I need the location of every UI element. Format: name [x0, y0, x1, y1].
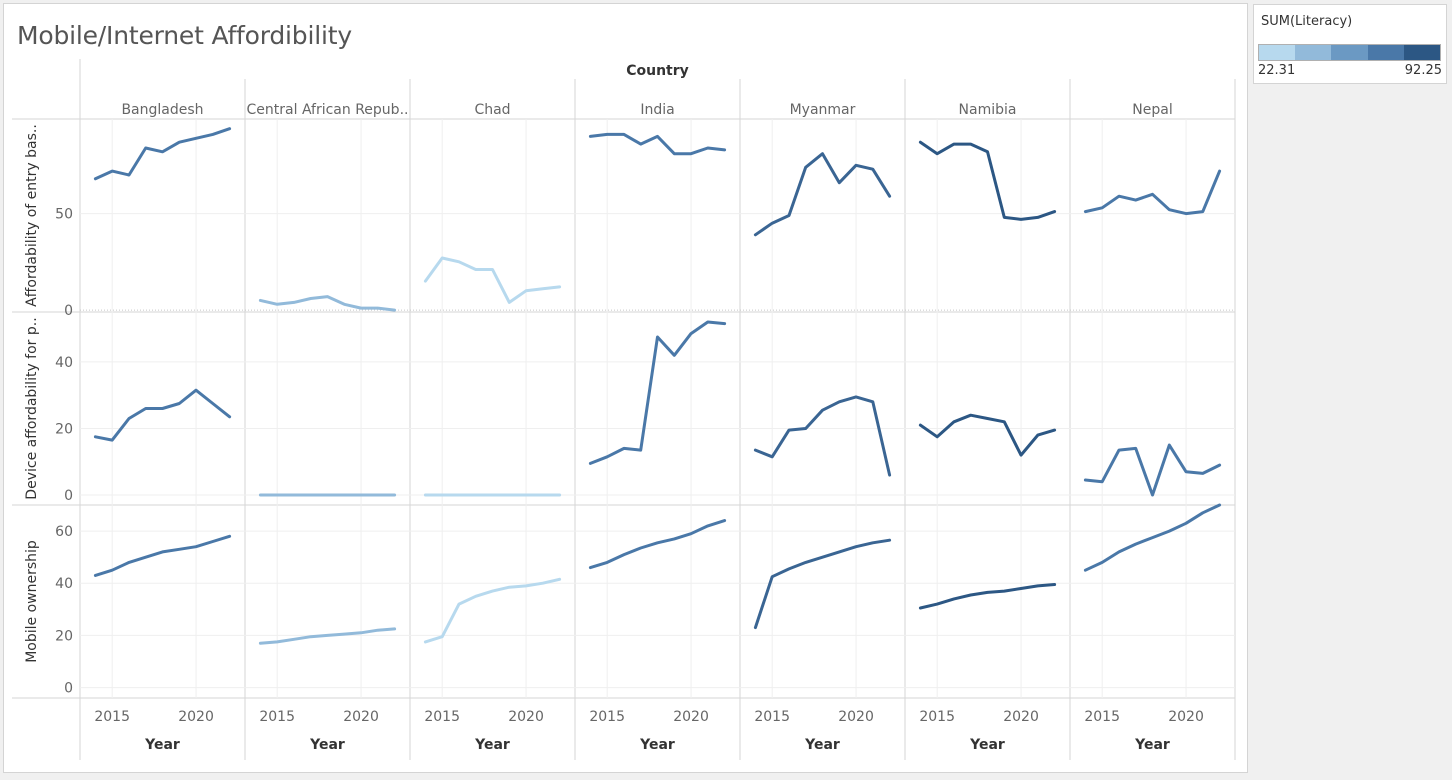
y-tick-label: 20 — [55, 628, 73, 644]
y-tick-label: 20 — [55, 421, 73, 437]
series-line-nepal — [1083, 503, 1222, 572]
series-line-myanmar — [753, 538, 892, 630]
x-tick-label: 2020 — [673, 709, 709, 725]
legend-ramp-step — [1367, 45, 1404, 60]
x-tick-label: 2015 — [424, 709, 460, 725]
x-tick-label: 2015 — [259, 709, 295, 725]
series-line-india — [588, 519, 727, 570]
series-line-central-african-republic — [258, 627, 397, 645]
series-line-myanmar — [753, 152, 892, 237]
legend-ramp-step — [1331, 45, 1368, 60]
x-tick-label: 2015 — [94, 709, 130, 725]
column-header-title: Country — [626, 63, 689, 79]
country-header-label: Nepal — [1132, 102, 1172, 118]
series-line-namibia — [918, 140, 1057, 221]
legend-min-label: 22.31 — [1258, 63, 1296, 78]
country-header-label: Bangladesh — [121, 102, 203, 118]
series-line-bangladesh — [93, 388, 232, 442]
legend-max-label: 92.25 — [1404, 63, 1442, 78]
series-line-india — [588, 320, 727, 465]
series-line-india — [588, 132, 727, 156]
series-line-nepal — [1083, 169, 1222, 216]
series-line-bangladesh — [93, 127, 232, 181]
page-title: Mobile/Internet Affordibility — [17, 21, 352, 50]
country-header-label: Central African Repub.. — [247, 102, 409, 118]
series-line-chad — [423, 256, 562, 304]
x-tick-label: 2020 — [508, 709, 544, 725]
x-axis-title: Year — [144, 737, 180, 753]
color-legend: SUM(Literacy) 22.31 92.25 — [1253, 4, 1447, 84]
x-tick-label: 2015 — [754, 709, 790, 725]
x-axis-title: Year — [474, 737, 510, 753]
row-measure-label: Mobile ownership — [24, 540, 40, 663]
country-header-label: India — [640, 102, 674, 118]
y-tick-label: 40 — [55, 355, 73, 371]
y-tick-label: 0 — [64, 303, 73, 319]
dashboard-panel: Mobile/Internet Affordibility — [3, 3, 1248, 773]
series-line-chad — [423, 577, 562, 644]
legend-ramp-step — [1295, 45, 1332, 60]
legend-color-ramp — [1258, 44, 1441, 61]
row-measure-label: Device affordability for p.. — [24, 317, 40, 499]
y-tick-label: 60 — [55, 524, 73, 540]
x-tick-label: 2015 — [919, 709, 955, 725]
x-tick-label: 2020 — [343, 709, 379, 725]
x-tick-label: 2020 — [1168, 709, 1204, 725]
x-axis-title: Year — [1134, 737, 1170, 753]
x-tick-label: 2020 — [1003, 709, 1039, 725]
x-tick-label: 2020 — [838, 709, 874, 725]
series-line-central-african-republic — [258, 295, 397, 312]
series-line-nepal — [1083, 443, 1222, 497]
y-tick-label: 40 — [55, 576, 73, 592]
legend-ramp-step — [1403, 45, 1441, 60]
y-tick-label: 0 — [64, 488, 73, 504]
x-tick-label: 2020 — [178, 709, 214, 725]
x-axis-title: Year — [804, 737, 840, 753]
series-line-namibia — [918, 413, 1057, 457]
legend-ramp-step — [1259, 45, 1296, 60]
country-header-label: Chad — [474, 102, 510, 118]
series-line-myanmar — [753, 395, 892, 477]
x-axis-title: Year — [969, 737, 1005, 753]
series-line-bangladesh — [93, 534, 232, 577]
row-measure-label: Affordability of entry bas.. — [24, 124, 40, 307]
legend-title: SUM(Literacy) — [1261, 14, 1353, 29]
series-line-namibia — [918, 583, 1057, 610]
x-axis-title: Year — [639, 737, 675, 753]
x-tick-label: 2015 — [1084, 709, 1120, 725]
y-tick-label: 0 — [64, 681, 73, 697]
x-tick-label: 2015 — [589, 709, 625, 725]
x-axis-title: Year — [309, 737, 345, 753]
country-header-label: Namibia — [959, 102, 1017, 118]
country-header-label: Myanmar — [790, 102, 856, 118]
y-tick-label: 50 — [55, 207, 73, 223]
